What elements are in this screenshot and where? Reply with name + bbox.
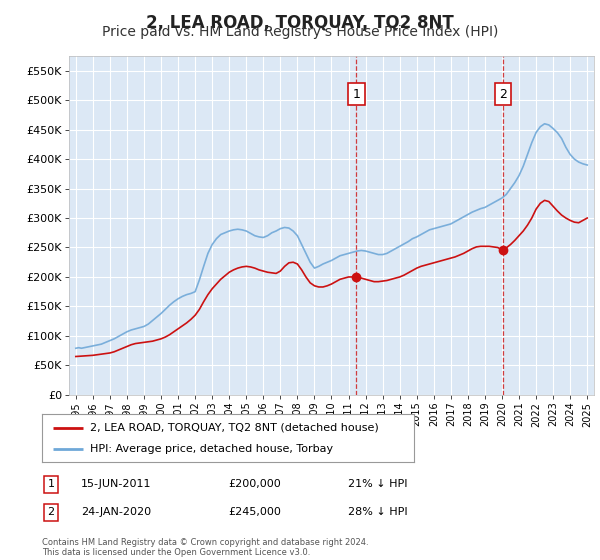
Text: 2, LEA ROAD, TORQUAY, TQ2 8NT (detached house): 2, LEA ROAD, TORQUAY, TQ2 8NT (detached … (91, 423, 379, 433)
Text: 1: 1 (352, 88, 361, 101)
Text: 2, LEA ROAD, TORQUAY, TQ2 8NT: 2, LEA ROAD, TORQUAY, TQ2 8NT (146, 14, 454, 32)
Text: Contains HM Land Registry data © Crown copyright and database right 2024.
This d: Contains HM Land Registry data © Crown c… (42, 538, 368, 557)
Text: 1: 1 (47, 479, 55, 489)
Text: 15-JUN-2011: 15-JUN-2011 (81, 479, 151, 489)
Text: 2: 2 (47, 507, 55, 517)
Text: 2: 2 (499, 88, 507, 101)
Text: Price paid vs. HM Land Registry's House Price Index (HPI): Price paid vs. HM Land Registry's House … (102, 25, 498, 39)
Text: 28% ↓ HPI: 28% ↓ HPI (348, 507, 407, 517)
Text: 21% ↓ HPI: 21% ↓ HPI (348, 479, 407, 489)
Text: HPI: Average price, detached house, Torbay: HPI: Average price, detached house, Torb… (91, 444, 334, 454)
Text: £200,000: £200,000 (228, 479, 281, 489)
Text: 24-JAN-2020: 24-JAN-2020 (81, 507, 151, 517)
Text: £245,000: £245,000 (228, 507, 281, 517)
